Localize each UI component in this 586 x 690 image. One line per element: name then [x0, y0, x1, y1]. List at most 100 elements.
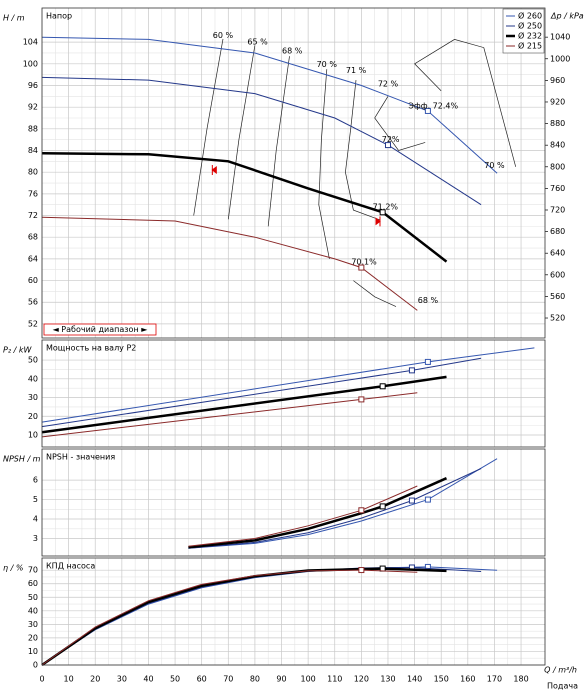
y-tick-label: 80: [28, 168, 38, 177]
y-tick-label: 68: [28, 233, 38, 242]
panel-title: Мощность на валу P2: [46, 344, 136, 353]
operating-point: [424, 358, 431, 365]
x-tick-label: 160: [460, 675, 475, 684]
iso-efficiency-line: [374, 96, 426, 151]
y-tick-label: 96: [28, 81, 38, 90]
curve: [41, 36, 498, 174]
y-tick-label: 30: [28, 393, 38, 402]
y2-tick-label: 800: [550, 162, 565, 171]
iso-efficiency-line: [193, 38, 224, 216]
x-tick-label: 120: [354, 675, 369, 684]
y2-tick-label: 760: [550, 184, 565, 193]
operating-point: [408, 497, 415, 504]
x-tick-label: 50: [170, 675, 180, 684]
x-label-2: Подача: [547, 682, 578, 690]
plot-area: [42, 558, 545, 665]
working-range-box: [43, 323, 157, 336]
operating-point: [379, 565, 386, 572]
curve: [41, 76, 482, 206]
y-tick-label: 72: [28, 211, 38, 220]
plot-border: [41, 557, 546, 666]
iso-efficiency-line: [345, 80, 381, 221]
y2-tick-label: 680: [550, 227, 565, 236]
y-tick-label: 10: [28, 431, 38, 440]
plot-area: [42, 8, 545, 338]
y2-tick-label: 880: [550, 119, 565, 128]
annotation: 65 %: [247, 38, 268, 47]
x-label: Q / m³/h: [544, 666, 577, 675]
y-tick-label: 10: [28, 647, 38, 656]
curve: [188, 458, 498, 549]
iso-efficiency-line: [267, 56, 290, 227]
x-tick-label: 170: [487, 675, 502, 684]
x-tick-label: 150: [434, 675, 449, 684]
y-tick-label: 50: [28, 593, 38, 602]
y2-tick-label: 960: [550, 76, 565, 85]
y-tick-label: 60: [28, 579, 38, 588]
curve: [41, 216, 418, 311]
y2-tick-label: 1000: [550, 54, 570, 63]
iso-efficiency-line: [353, 280, 397, 307]
x-tick-label: 70: [223, 675, 233, 684]
x-tick-label: 180: [513, 675, 528, 684]
curve: [188, 477, 448, 549]
panel-title: Напор: [46, 12, 72, 21]
annotation: 71.2%: [373, 202, 399, 211]
y-tick-label: 6: [33, 476, 38, 485]
iso-efficiency-line: [414, 39, 517, 167]
working-range-marker: [211, 164, 217, 175]
operating-point: [379, 503, 386, 510]
y-tick-label: 104: [23, 38, 38, 47]
y-tick-label: 0: [33, 661, 38, 670]
legend-label: Ø 250: [518, 21, 542, 31]
plot-border: [41, 339, 546, 448]
y-tick-label: 64: [28, 254, 38, 263]
y2-tick-label: 560: [550, 292, 565, 301]
operating-point: [379, 209, 386, 216]
y-tick-label: 60: [28, 276, 38, 285]
operating-point: [358, 507, 365, 514]
y-tick-label: 76: [28, 189, 38, 198]
x-tick-label: 20: [90, 675, 100, 684]
annotation: Эфф. 72.4%: [408, 102, 458, 111]
curve: [188, 485, 418, 547]
y2-tick-label: 600: [550, 270, 565, 279]
annotation: 70 %: [484, 161, 505, 170]
operating-point: [358, 396, 365, 403]
y-label: η / %: [3, 564, 23, 573]
legend-label: Ø 260: [518, 11, 542, 21]
x-tick-label: 0: [39, 675, 44, 684]
annotation: 68 %: [418, 296, 439, 305]
annotation: 71 %: [346, 66, 367, 75]
y2-label: Δp / kPa: [550, 12, 584, 21]
plot-border: [41, 7, 546, 339]
operating-point: [424, 496, 431, 503]
y-tick-label: 30: [28, 620, 38, 629]
curve: [188, 468, 482, 549]
x-tick-label: 80: [250, 675, 260, 684]
curve: [41, 567, 447, 667]
annotation: 68 %: [282, 46, 303, 55]
y-label: P₂ / kW: [3, 346, 32, 355]
y-tick-label: 70: [28, 566, 38, 575]
y-label: NPSH / m: [3, 455, 41, 464]
operating-point: [384, 142, 391, 149]
x-tick-label: 30: [117, 675, 127, 684]
curve: [41, 569, 418, 666]
x-tick-label: 130: [380, 675, 395, 684]
y-tick-label: 40: [28, 606, 38, 615]
y2-tick-label: 520: [550, 314, 565, 323]
x-tick-label: 10: [64, 675, 74, 684]
y-tick-label: 56: [28, 298, 38, 307]
y-tick-label: 5: [33, 495, 38, 504]
y-tick-label: 20: [28, 633, 38, 642]
y2-tick-label: 1040: [550, 33, 570, 42]
legend-label: Ø 215: [518, 41, 542, 51]
working-range-marker: [375, 216, 381, 227]
x-tick-label: 90: [276, 675, 286, 684]
legend-label: Ø 232: [518, 31, 542, 41]
annotation: 72%: [382, 135, 400, 144]
operating-point: [358, 264, 365, 271]
iso-efficiency-line: [227, 45, 256, 220]
